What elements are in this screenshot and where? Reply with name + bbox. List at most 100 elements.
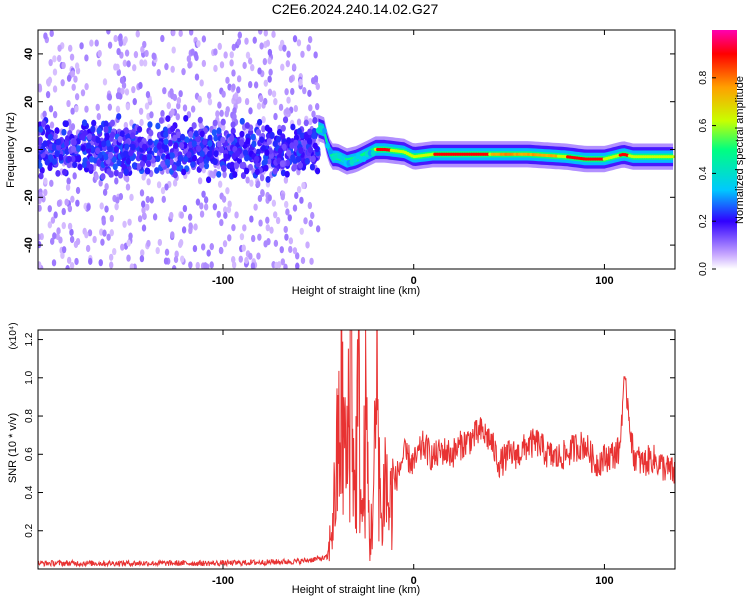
spectrogram-noise-cell: [146, 239, 151, 248]
spectrogram-noise-cell: [118, 33, 123, 41]
spectrogram-noise-cell: [283, 263, 288, 269]
spectrogram-core-cell: [85, 147, 92, 154]
spectrogram-noise-cell: [283, 176, 289, 184]
spectrogram-noise-cell: [61, 246, 67, 254]
spectrogram-noise-cell: [113, 63, 118, 71]
spectrogram-noise-cell: [261, 116, 266, 124]
spectrogram-core-cell: [106, 145, 113, 153]
spectrogram-noise-cell: [196, 40, 201, 48]
spectrogram-core-cell: [254, 155, 260, 163]
spectrogram-noise-cell: [172, 93, 178, 102]
snr-ytick-label: 0.6: [24, 447, 35, 461]
spectrogram-noise-cell: [273, 239, 279, 247]
spectrogram-core-cell: [250, 133, 256, 141]
spectrogram-noise-cell: [284, 88, 289, 96]
spectrogram-core-cell: [207, 134, 213, 142]
spectrogram-core-cell: [38, 125, 44, 133]
spectrogram-noise-cell: [171, 30, 176, 37]
spectrogram-core-cell: [186, 151, 192, 159]
spectrogram-noise-cell: [69, 262, 75, 269]
spectrogram-core-cell: [169, 152, 175, 160]
spectrogram-noise-cell: [69, 53, 75, 61]
spectrogram-noise-cell: [162, 87, 167, 95]
spectrogram-noise-cell: [145, 203, 150, 211]
spectrogram-noise-cell: [51, 259, 57, 267]
spectrogram-core-cell: [116, 159, 122, 167]
spectrogram-noise-cell: [124, 49, 130, 57]
spectrogram-noise-cell: [129, 119, 134, 127]
spectrogram-core-cell: [47, 154, 54, 162]
spectrogram-ridge-blob: [361, 155, 367, 162]
spectrogram-noise-cell: [200, 243, 206, 251]
spectrogram-noise-cell: [88, 257, 93, 265]
spectrogram-core-cell: [239, 117, 245, 125]
spectrogram-core-cell: [75, 137, 81, 145]
colorbar: 0.0 0.2 0.4 0.6 0.8 Normalized spectral ampl…: [698, 30, 746, 276]
spectrogram-core-cell: [103, 120, 109, 128]
spectrogram-noise-cell: [52, 111, 58, 119]
spectrogram-noise-cell: [57, 44, 62, 52]
spectrogram-noise-cell: [215, 110, 220, 118]
spectrogram-noise-cell: [69, 235, 75, 244]
spectrogram-noise-cell: [125, 183, 131, 191]
spectrogram-noise-cell: [275, 216, 281, 225]
spectrogram-core-cell: [216, 127, 222, 135]
spectrogram-noise-cell: [250, 262, 256, 269]
spectrogram-noise-cell: [38, 261, 42, 269]
spectrogram-noise-cell: [107, 103, 113, 111]
spectrogram-xtick-label: 100: [595, 275, 613, 287]
spectrogram-noise-cell: [164, 248, 170, 256]
spectrogram-noise-cell: [271, 199, 277, 207]
spectrogram-noise-cell: [126, 60, 131, 68]
spectrogram-noise-cell: [300, 256, 306, 265]
spectrogram-noise-cell: [61, 61, 66, 70]
spectrogram-core-cell: [234, 150, 241, 157]
spectrogram-noise-cell: [245, 176, 250, 184]
spectrogram-noise-cell: [99, 228, 104, 236]
spectrogram-noise-cell: [145, 195, 150, 204]
spectrogram-noise-cell: [169, 211, 174, 220]
spectrogram-core-cell: [309, 163, 316, 171]
spectrogram-core-cell: [64, 140, 70, 147]
spectrogram-noise-cell: [160, 187, 166, 195]
spectrogram-noise-cell: [84, 83, 89, 91]
spectrogram-noise-cell: [165, 166, 170, 175]
spectrogram-noise-cell: [257, 233, 262, 241]
spectrogram-core-cell: [168, 158, 174, 166]
spectrogram-noise-cell: [286, 96, 291, 104]
spectrogram-core-cell: [163, 138, 169, 146]
snr-ytick-label: 1.2: [24, 332, 35, 346]
spectrogram-noise-cell: [245, 51, 251, 59]
spectrogram-noise-cell: [263, 97, 268, 106]
spectrogram-core-cell: [187, 131, 194, 138]
spectrogram-noise-cell: [271, 90, 277, 98]
spectrogram-noise-cell: [203, 196, 209, 204]
spectrogram-noise-cell: [227, 234, 232, 242]
spectrogram-core-cell: [282, 116, 289, 124]
spectrogram-core-cell: [117, 136, 123, 143]
spectrogram-core-cell: [87, 133, 93, 141]
spectrogram-noise-cell: [70, 123, 76, 131]
spectrogram-core-cell: [81, 119, 88, 127]
spectrogram-noise-cell: [72, 172, 77, 180]
spectrogram-core-cell: [123, 168, 129, 176]
spectrogram-noise-cell: [149, 111, 154, 119]
spectrogram-noise-cell: [164, 63, 169, 71]
spectrogram-core-cell: [141, 154, 147, 162]
spectrogram-core-cell: [55, 169, 61, 177]
spectrogram-noise-cell: [141, 212, 147, 220]
spectrogram-core-cell: [90, 125, 96, 133]
spectrogram-noise-cell: [74, 62, 80, 70]
spectrogram-noise-cell: [145, 90, 151, 99]
spectrogram-core-cell: [276, 128, 283, 136]
spectrogram-core-cell: [100, 173, 106, 180]
spectrogram-noise-cell: [74, 93, 80, 101]
spectrogram-noise-cell: [132, 64, 137, 72]
spectrogram-noise-cell: [144, 102, 150, 110]
spectrogram-noise-cell: [241, 244, 246, 252]
spectrogram-noise-cell: [291, 63, 297, 71]
spectrogram-core-cell: [314, 167, 321, 175]
spectrogram-core-cell: [75, 145, 82, 152]
spectrogram-noise-cell: [219, 218, 224, 227]
spectrogram-noise-cell: [250, 64, 255, 72]
